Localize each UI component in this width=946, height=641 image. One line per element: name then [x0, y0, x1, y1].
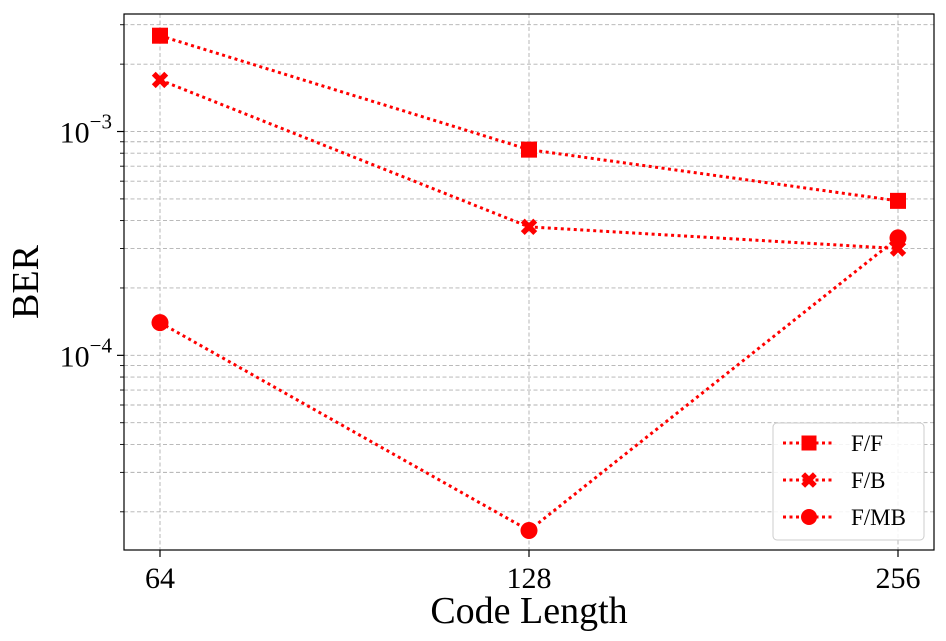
x-marker: [151, 71, 169, 89]
y-axis-title: BER: [5, 244, 47, 319]
x-marker-stroke: [151, 71, 169, 89]
circle-marker: [801, 509, 817, 525]
x-axis-title: Code Length: [430, 590, 627, 632]
y-tick-label: 10−4: [60, 333, 113, 373]
square-marker: [521, 141, 537, 158]
square-marker: [801, 435, 817, 451]
x-tick-label: 64: [145, 562, 175, 595]
square-marker: [890, 192, 906, 209]
legend-entry: F/B: [783, 468, 886, 493]
legend-label: F/MB: [851, 505, 906, 530]
legend-label: F/F: [851, 431, 883, 456]
x-tick-label: 256: [876, 562, 921, 595]
circle-marker: [889, 229, 907, 247]
series-f-f: [152, 27, 906, 209]
square-marker: [152, 27, 168, 44]
circle-marker: [151, 314, 169, 332]
series-layer: [151, 27, 907, 539]
x-marker-stroke: [520, 218, 538, 236]
legend-entry: F/F: [783, 431, 883, 456]
series-f-mb: [151, 229, 907, 539]
legend: F/F F/B F/MB: [772, 422, 925, 541]
x-tick-label: 128: [507, 562, 552, 595]
legend-label: F/B: [851, 468, 886, 493]
tick-layer: 10−4 10−3 64 128 256: [60, 24, 921, 595]
x-marker-stroke: [801, 472, 817, 488]
legend-entry: F/MB: [783, 505, 906, 530]
x-marker: [801, 472, 817, 488]
circle-marker: [520, 521, 538, 539]
y-tick-label: 10−3: [60, 110, 112, 150]
x-marker: [520, 218, 538, 236]
